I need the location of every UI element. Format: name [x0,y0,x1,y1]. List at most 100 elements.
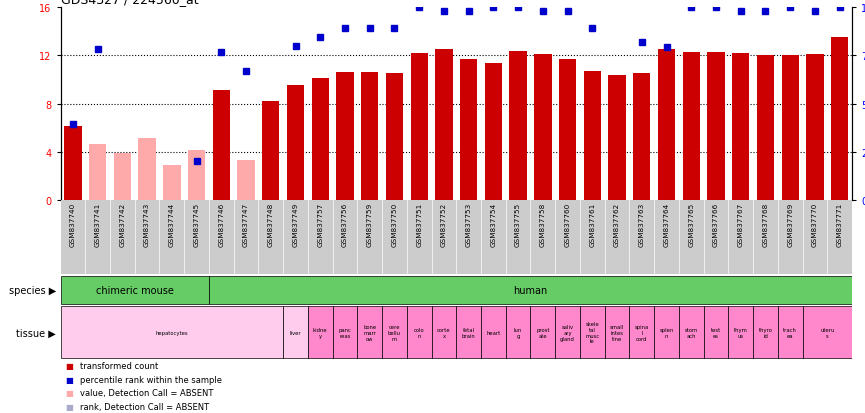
Bar [658,50,676,200]
Bar [407,307,432,358]
Text: GSM837741: GSM837741 [94,202,100,247]
Text: splen
n: splen n [659,327,674,338]
Bar [259,200,283,275]
Text: transformed count: transformed count [80,361,158,370]
Bar [361,73,378,200]
Text: chimeric mouse: chimeric mouse [96,285,174,295]
Text: GSM837765: GSM837765 [689,202,695,247]
Bar [64,127,81,200]
Text: saliv
ary
gland: saliv ary gland [561,324,575,341]
Bar [753,307,778,358]
Bar [61,307,283,358]
Text: GSM837762: GSM837762 [614,202,620,247]
Bar [357,200,382,275]
Bar [159,200,184,275]
Bar [481,307,506,358]
Bar [679,200,703,275]
Bar [213,91,230,200]
Bar [654,307,679,358]
Text: GSM837764: GSM837764 [663,202,670,247]
Bar [605,307,630,358]
Text: percentile rank within the sample: percentile rank within the sample [80,375,222,384]
Bar [61,276,209,304]
Text: species ▶: species ▶ [9,285,56,295]
Bar [86,200,110,275]
Text: panc
reas: panc reas [338,327,351,338]
Bar [61,200,86,275]
Bar [506,307,530,358]
Bar [333,307,357,358]
Bar [580,307,605,358]
Bar [283,307,308,358]
Bar [411,54,428,200]
Bar [803,307,852,358]
Text: GSM837763: GSM837763 [638,202,644,247]
Text: ■: ■ [65,375,73,384]
Bar [633,74,650,200]
Bar [460,60,477,200]
Bar [831,38,849,200]
Bar [135,200,159,275]
Bar [336,73,354,200]
Text: GSM837750: GSM837750 [392,202,397,247]
Text: hepatocytes: hepatocytes [156,330,189,335]
Text: GSM837766: GSM837766 [713,202,719,247]
Bar [703,307,728,358]
Bar [457,307,481,358]
Bar [728,307,753,358]
Text: GSM837746: GSM837746 [218,202,224,247]
Bar [703,200,728,275]
Bar [138,139,156,200]
Bar [535,55,552,200]
Text: prost
ate: prost ate [536,327,549,338]
Bar [382,200,407,275]
Text: kidne
y: kidne y [313,327,328,338]
Text: GSM837757: GSM837757 [317,202,324,247]
Bar [827,200,852,275]
Text: uteru
s: uteru s [820,327,835,338]
Bar [608,76,625,200]
Text: liver: liver [290,330,301,335]
Bar [782,56,799,200]
Bar [457,200,481,275]
Bar [708,53,725,200]
Bar [584,72,601,200]
Text: test
es: test es [711,327,721,338]
Bar [506,200,530,275]
Text: ■: ■ [65,361,73,370]
Bar [386,74,403,200]
Bar [262,102,279,200]
Bar [806,55,823,200]
Bar [630,200,654,275]
Text: lun
g: lun g [514,327,522,338]
Text: colo
n: colo n [413,327,425,338]
Text: thym
us: thym us [734,327,747,338]
Bar [357,307,382,358]
Bar [555,307,580,358]
Bar [559,60,576,200]
Bar [778,200,803,275]
Bar [435,50,452,200]
Bar [89,145,106,200]
Bar [283,200,308,275]
Bar [679,307,703,358]
Bar [732,54,749,200]
Bar [778,307,803,358]
Text: GSM837752: GSM837752 [441,202,447,247]
Text: GSM837758: GSM837758 [540,202,546,247]
Text: human: human [513,285,548,295]
Bar [163,166,181,200]
Text: GSM837756: GSM837756 [342,202,348,247]
Bar [630,307,654,358]
Bar [407,200,432,275]
Bar [605,200,630,275]
Text: GSM837744: GSM837744 [169,202,175,247]
Text: GDS4327 / 224560_at: GDS4327 / 224560_at [61,0,198,6]
Bar [682,53,700,200]
Text: GSM837754: GSM837754 [490,202,497,247]
Bar [308,307,333,358]
Bar [382,307,407,358]
Bar [509,52,527,200]
Bar [580,200,605,275]
Text: GSM837755: GSM837755 [516,202,521,247]
